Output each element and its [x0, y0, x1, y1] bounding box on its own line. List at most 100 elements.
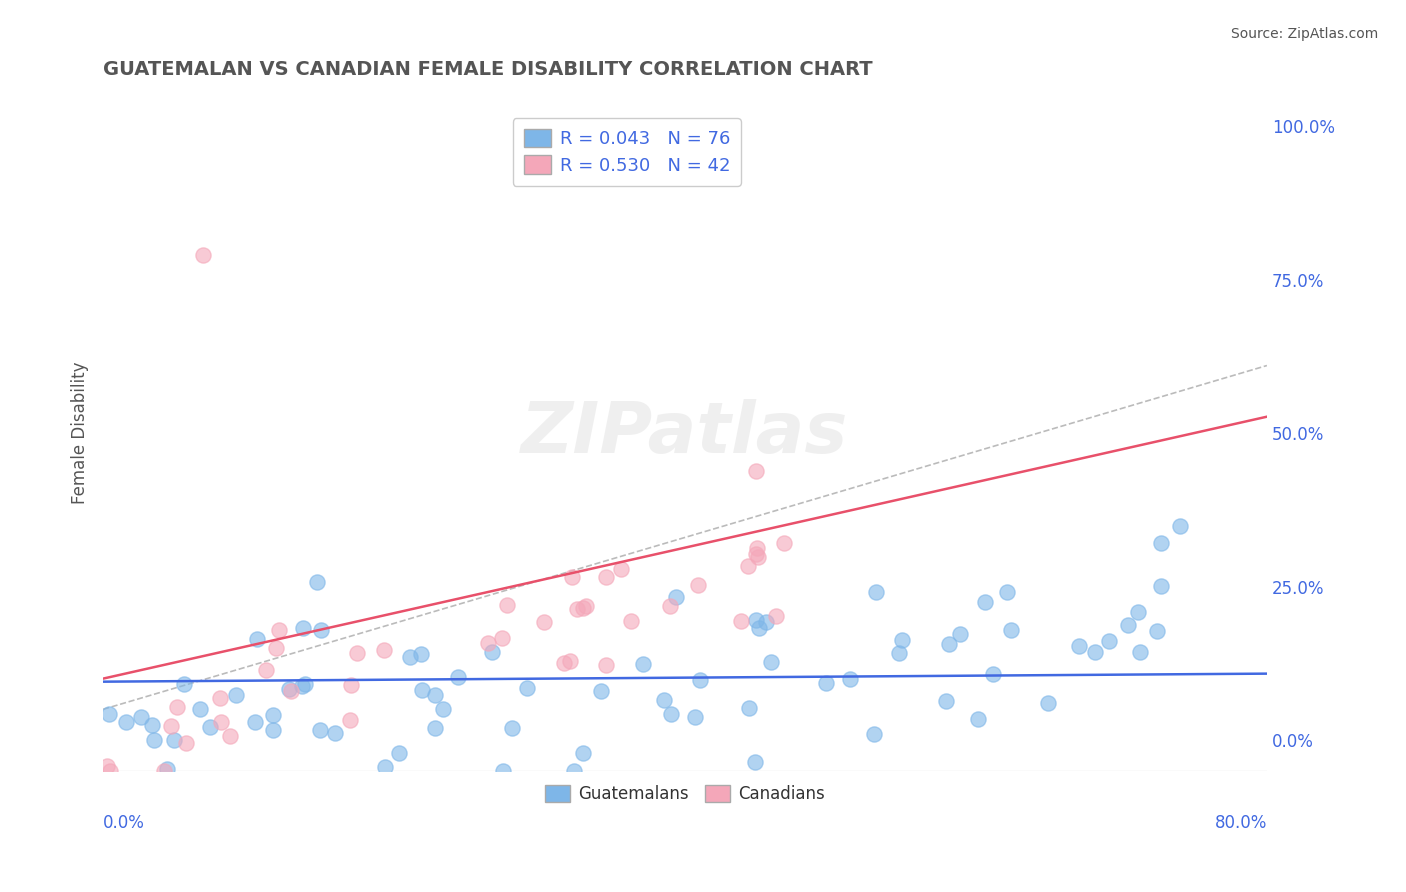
Point — [267, 624, 290, 638]
Point — [748, 621, 770, 635]
Point — [346, 646, 368, 660]
Point — [432, 702, 454, 716]
Point — [558, 654, 581, 668]
Point — [191, 248, 214, 262]
Point — [254, 663, 277, 677]
Point — [572, 601, 595, 615]
Point — [516, 681, 538, 695]
Point — [477, 636, 499, 650]
Point — [447, 670, 470, 684]
Point — [481, 645, 503, 659]
Point — [865, 584, 887, 599]
Point — [264, 640, 287, 655]
Point — [388, 747, 411, 761]
Point — [278, 681, 301, 696]
Point — [567, 602, 589, 616]
Point — [686, 578, 709, 592]
Point — [374, 760, 396, 774]
Point — [262, 723, 284, 737]
Point — [292, 621, 315, 635]
Point — [373, 643, 395, 657]
Point — [98, 764, 121, 778]
Point — [491, 632, 513, 646]
Point — [620, 614, 643, 628]
Point — [890, 632, 912, 647]
Point — [198, 720, 221, 734]
Point — [262, 708, 284, 723]
Point — [765, 609, 787, 624]
Point — [589, 684, 612, 698]
Point — [501, 722, 523, 736]
Point — [747, 550, 769, 565]
Text: GUATEMALAN VS CANADIAN FEMALE DISABILITY CORRELATION CHART: GUATEMALAN VS CANADIAN FEMALE DISABILITY… — [103, 60, 873, 78]
Point — [938, 637, 960, 651]
Point — [174, 736, 197, 750]
Point — [935, 694, 957, 708]
Point — [981, 666, 1004, 681]
Point — [305, 574, 328, 589]
Text: ZIPatlas: ZIPatlas — [522, 399, 849, 467]
Point — [1150, 579, 1173, 593]
Point — [683, 710, 706, 724]
Point — [294, 677, 316, 691]
Point — [1150, 536, 1173, 550]
Point — [129, 709, 152, 723]
Point — [659, 599, 682, 613]
Point — [492, 764, 515, 778]
Point — [610, 562, 633, 576]
Point — [759, 655, 782, 669]
Point — [974, 595, 997, 609]
Point — [744, 547, 766, 561]
Point — [967, 712, 990, 726]
Point — [245, 715, 267, 730]
Point — [887, 646, 910, 660]
Point — [744, 755, 766, 769]
Point — [863, 727, 886, 741]
Point — [814, 675, 837, 690]
Point — [689, 673, 711, 687]
Text: 0.0%: 0.0% — [103, 814, 145, 831]
Point — [1000, 623, 1022, 637]
Point — [1084, 645, 1107, 659]
Point — [773, 536, 796, 550]
Point — [280, 684, 302, 698]
Point — [166, 699, 188, 714]
Point — [209, 715, 232, 730]
Legend: Guatemalans, Canadians: Guatemalans, Canadians — [538, 778, 832, 810]
Point — [309, 723, 332, 738]
Point — [1116, 618, 1139, 632]
Point — [411, 682, 433, 697]
Text: 80.0%: 80.0% — [1215, 814, 1267, 831]
Point — [575, 599, 598, 613]
Point — [595, 570, 617, 584]
Point — [309, 623, 332, 637]
Point — [142, 733, 165, 747]
Point — [665, 591, 688, 605]
Point — [323, 726, 346, 740]
Point — [160, 719, 183, 733]
Point — [1146, 624, 1168, 638]
Point — [425, 721, 447, 735]
Point — [838, 673, 860, 687]
Text: Source: ZipAtlas.com: Source: ZipAtlas.com — [1230, 27, 1378, 41]
Point — [409, 647, 432, 661]
Point — [633, 657, 655, 671]
Point — [155, 762, 177, 776]
Point — [659, 706, 682, 721]
Point — [553, 656, 575, 670]
Point — [209, 690, 232, 705]
Point — [246, 632, 269, 646]
Point — [572, 746, 595, 760]
Point — [225, 688, 247, 702]
Point — [738, 701, 761, 715]
Point — [561, 570, 583, 584]
Point — [98, 707, 121, 722]
Point — [188, 702, 211, 716]
Point — [949, 627, 972, 641]
Point — [1129, 645, 1152, 659]
Point — [744, 464, 766, 478]
Point — [755, 615, 778, 629]
Point — [995, 584, 1018, 599]
Point — [114, 714, 136, 729]
Point — [290, 679, 312, 693]
